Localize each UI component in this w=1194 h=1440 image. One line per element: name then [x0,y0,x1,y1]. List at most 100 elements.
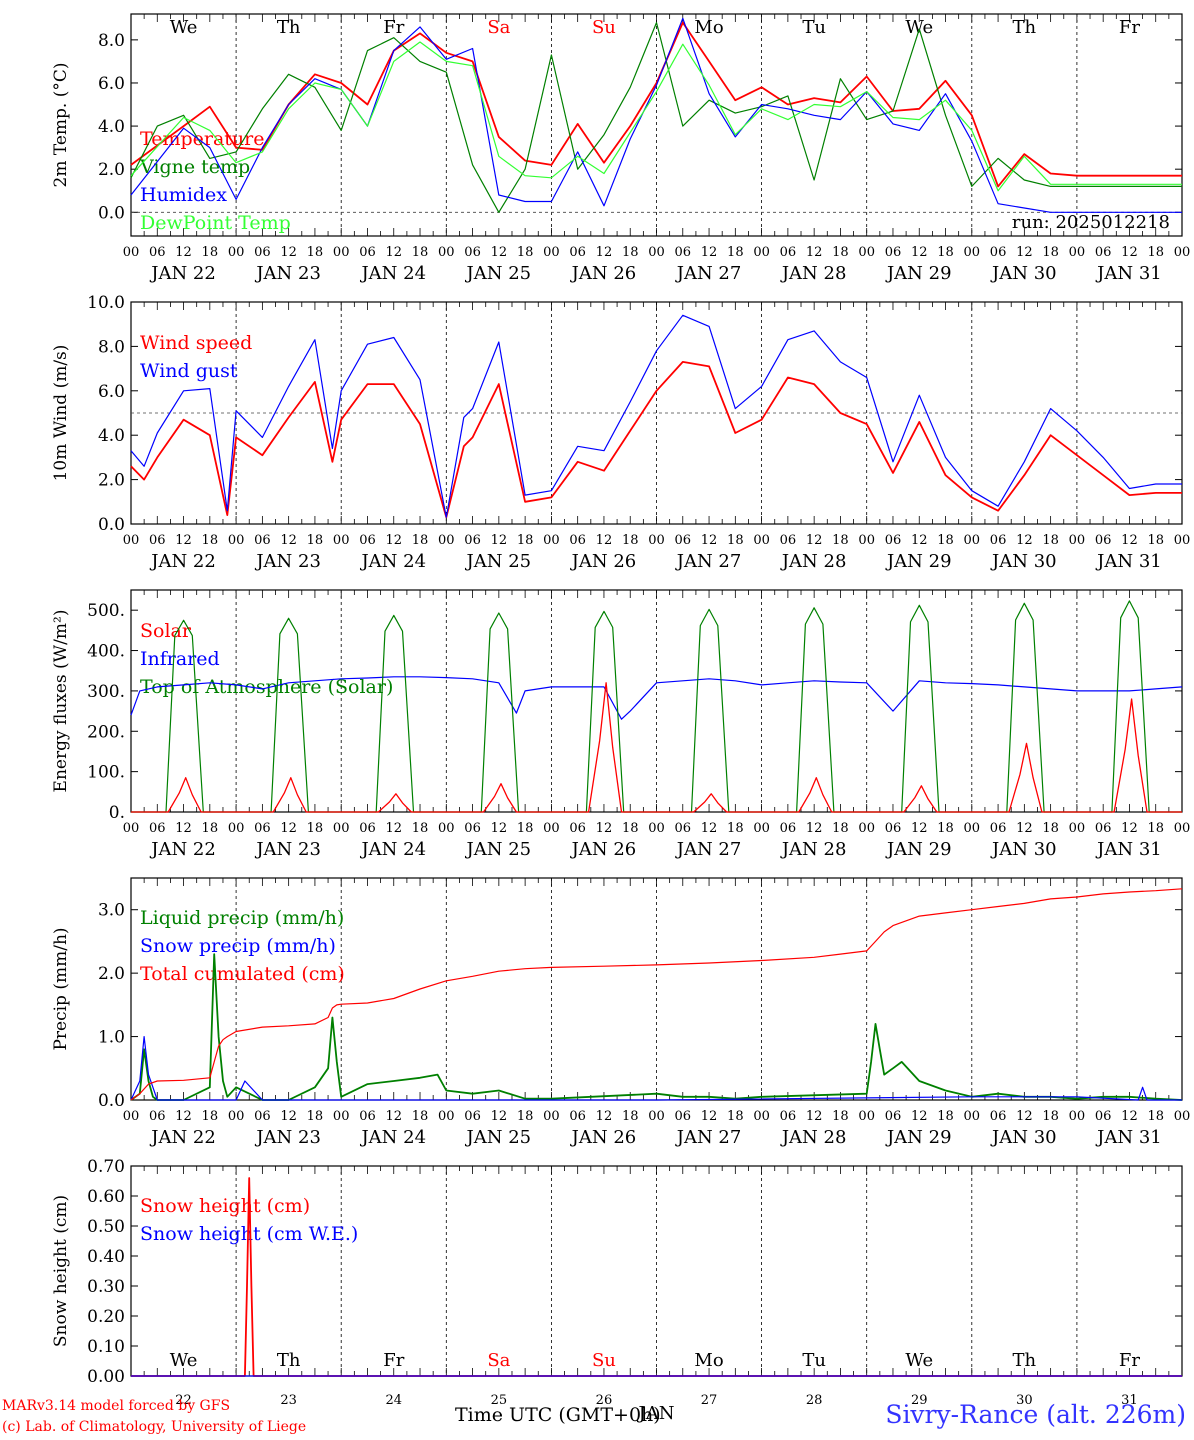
y-tick-label: 2.0 [98,964,125,984]
day-name-label: We [905,1350,933,1371]
day-number-label: 28 [806,1393,823,1408]
hour-label: 12 [1121,533,1138,548]
hour-label: 06 [780,1109,797,1124]
day-number-label: 31 [1121,1393,1138,1408]
hour-label: 12 [806,245,823,260]
y-tick-label: 0.60 [87,1187,125,1207]
hour-label: 18 [517,821,534,836]
day-name-label: We [170,17,198,38]
hour-label: 18 [1147,533,1164,548]
hour-label: 00 [964,1109,981,1124]
hour-label: 18 [517,245,534,260]
hour-label: 06 [675,821,692,836]
date-label: JAN 28 [780,1127,847,1148]
date-label: JAN 31 [1095,263,1162,284]
hour-label: 06 [569,533,586,548]
hour-label: 06 [1095,533,1112,548]
series-line-wind-gust [130,314,1182,518]
date-label: JAN 28 [780,263,847,284]
hour-label: 00 [228,821,245,836]
hour-label: 06 [569,245,586,260]
hour-label: 12 [385,245,402,260]
date-label: JAN 30 [990,551,1057,572]
date-label: JAN 31 [1095,551,1162,572]
hour-label: 18 [1042,821,1059,836]
hour-label: 06 [149,821,166,836]
hour-label: 12 [596,821,613,836]
hour-label: 12 [1016,821,1033,836]
legend-entry: Total cumulated (cm) [140,963,345,985]
day-name-label: Sa [487,1350,510,1371]
hour-label: 06 [990,1109,1007,1124]
series-line-snow-precip-mm-h- [130,1036,1182,1101]
legend-entry: Solar [140,620,192,642]
y-axis-title: Precip (mm/h) [51,927,71,1050]
date-label: JAN 24 [359,551,426,572]
hour-label: 18 [937,245,954,260]
hour-label: 06 [254,245,271,260]
date-label: JAN 25 [465,263,532,284]
hour-label: 12 [491,821,508,836]
hour-label: 12 [596,1109,613,1124]
hour-label: 12 [1121,1109,1138,1124]
series-line-vigne-temp [130,22,1182,213]
hour-label: 06 [780,821,797,836]
y-tick-label: 0.10 [87,1337,125,1357]
hour-label: 12 [596,245,613,260]
date-label: JAN 26 [570,1127,637,1148]
hour-label: 12 [911,245,928,260]
hour-label: 00 [858,1109,875,1124]
y-tick-label: 0.30 [87,1277,125,1297]
hour-label: 18 [727,245,744,260]
date-label: JAN 23 [254,551,321,572]
hour-label: 18 [412,533,429,548]
hour-label: 06 [464,533,481,548]
hour-label: 00 [753,245,770,260]
hour-label: 06 [149,1109,166,1124]
date-label: JAN 28 [780,839,847,860]
hour-label: 12 [911,533,928,548]
hour-label: 06 [990,821,1007,836]
hour-label: 00 [333,821,350,836]
hour-label: 18 [832,245,849,260]
hour-label: 12 [911,1109,928,1124]
hour-label: 12 [385,533,402,548]
date-label: JAN 25 [465,551,532,572]
hour-label: 06 [464,1109,481,1124]
hour-label: 00 [753,533,770,548]
hour-label: 18 [517,533,534,548]
hour-label: 00 [438,1109,455,1124]
hour-label: 06 [990,245,1007,260]
hour-label: 18 [202,821,219,836]
hour-label: 18 [202,245,219,260]
date-label: JAN 28 [780,551,847,572]
hour-label: 18 [202,1109,219,1124]
date-label: JAN 29 [885,263,952,284]
date-label: JAN 23 [254,839,321,860]
hour-label: 12 [491,533,508,548]
day-number-label: 27 [701,1393,718,1408]
date-label: JAN 29 [885,839,952,860]
hour-label: 00 [543,245,560,260]
hour-label: 00 [858,245,875,260]
hour-label: 06 [254,1109,271,1124]
y-tick-label: 0.00 [87,1367,125,1387]
hour-label: 06 [149,533,166,548]
series-line-liquid-precip-mm-h- [130,953,1183,1101]
hour-label: 18 [727,821,744,836]
legend-entry: Top of Atmosphere (Solar) [140,676,393,698]
day-name-label: Fr [383,1350,404,1371]
y-tick-label: 4.0 [98,426,125,446]
hour-label: 06 [885,533,902,548]
hour-label: 06 [885,821,902,836]
day-name-label: Tu [802,17,826,38]
series-line-solar [131,682,1182,813]
hour-label: 00 [858,821,875,836]
hour-label: 12 [701,533,718,548]
y-axis-title: Energy fluxes (W/m²) [51,610,71,793]
hour-label: 00 [648,533,665,548]
hour-label: 00 [228,1109,245,1124]
hour-label: 00 [1174,245,1191,260]
hour-label: 00 [753,821,770,836]
